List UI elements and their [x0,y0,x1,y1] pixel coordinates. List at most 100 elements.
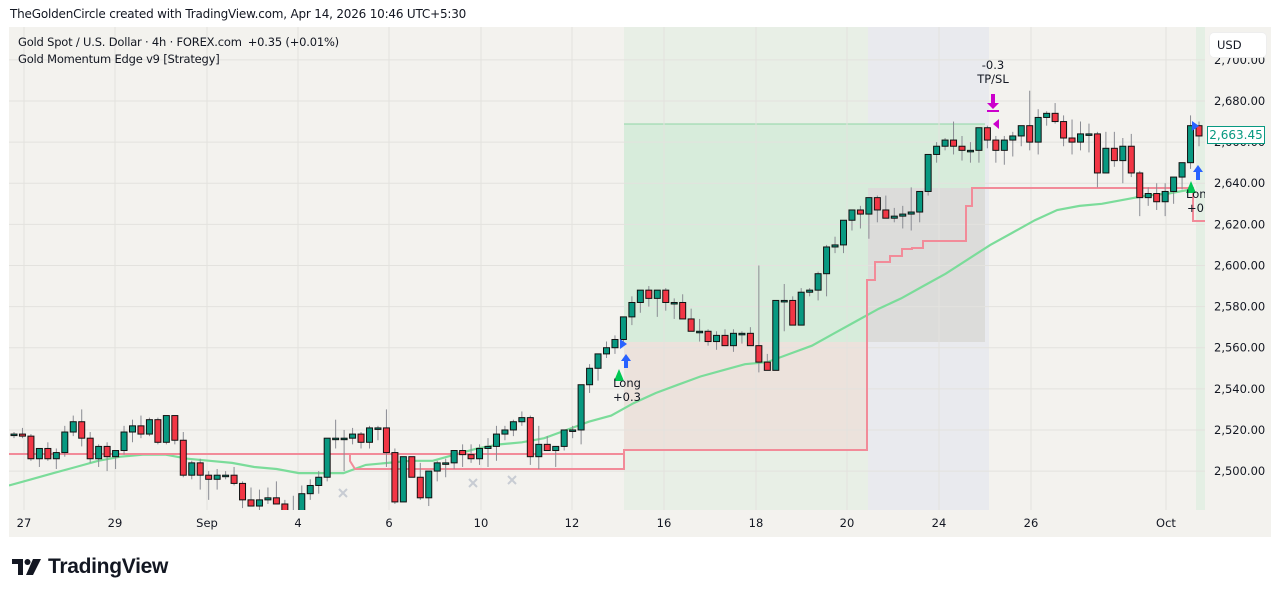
time-tick: 20 [840,516,855,530]
candle [1085,133,1093,136]
tradingview-logo[interactable]: TradingView [12,555,168,579]
candle [924,153,932,192]
currency-button[interactable]: USD [1210,33,1266,57]
candle [518,417,526,423]
price-tick: 2,540.00 [1214,382,1265,396]
symbol-name: Gold Spot / U.S. Dollar · 4h · FOREX.com [18,35,242,49]
trade-zone-band-3 [1196,27,1205,510]
candle [958,145,966,151]
price-tick: 2,620.00 [1214,217,1265,231]
trade-profit-long: +0.3 [613,390,641,404]
candle [86,437,94,460]
candle [433,462,441,472]
candle [315,476,323,486]
candle [1136,172,1144,199]
time-tick: 4 [294,516,301,530]
candle [662,289,670,303]
candle [374,427,382,430]
candle [137,425,145,435]
candle [586,367,594,386]
candle [264,497,272,501]
trailing-stop-line [9,187,1205,470]
symbol-line[interactable]: Gold Spot / U.S. Dollar · 4h · FOREX.com… [18,34,339,51]
candle [577,384,585,431]
candle [247,499,255,507]
candle [780,299,788,303]
price-axis[interactable]: 2,500.00 2,520.00 2,540.00 2,560.00 2,580.00… [1214,53,1265,478]
plot-area [9,27,1205,510]
candle [298,493,306,510]
time-tick: 24 [932,516,947,530]
candle [239,482,247,501]
price-tick: 2,520.00 [1214,423,1265,437]
candle [35,447,43,460]
time-tick: Sep [196,516,218,530]
candle [1017,125,1025,137]
candle [1060,121,1068,139]
candle [653,289,661,299]
candle [459,450,467,456]
candle [797,291,805,326]
time-tick: Oct [1156,516,1176,530]
candle [933,145,941,155]
grid [9,27,1205,510]
time-tick: 26 [1024,516,1039,530]
strategy-name[interactable]: Gold Momentum Edge v9 [Strategy] [18,52,220,66]
candle [95,445,103,460]
candle [196,462,204,476]
candle [306,484,314,495]
candle [1144,193,1152,199]
candle [154,419,162,443]
candle [865,197,873,215]
candle [222,474,230,478]
candle [983,127,991,141]
candle [340,437,348,441]
candle [789,299,797,326]
candle [763,361,771,371]
trade-label-long-2: Lon [1186,187,1207,201]
candle [509,421,517,431]
chart-credit: TheGoldenCircle created with TradingView… [10,7,467,21]
time-tick: 29 [108,516,123,530]
candle [1195,125,1203,137]
candle [670,301,678,305]
candle [628,301,636,318]
candle [323,437,331,478]
candle [738,332,746,336]
candle [349,433,357,439]
candle [18,433,26,437]
candle [1051,112,1059,123]
candle [679,301,687,320]
candle [594,353,602,369]
candle [272,497,280,505]
candle [129,425,136,433]
candle [950,139,958,147]
candle [636,289,644,303]
candle [755,345,763,363]
candle [145,419,153,435]
price-tick: 2,580.00 [1214,300,1265,314]
candle [1119,145,1127,162]
candle [103,445,111,458]
candle [1187,125,1195,164]
candle [27,435,35,460]
candle [399,456,407,503]
candle [890,215,898,219]
candle [1093,133,1101,174]
candle [476,447,484,460]
time-axis[interactable]: 27 29 Sep 4 6 10 12 16 18 20 24 26 Oct [17,516,1177,530]
trade-profit-exit: -0.3 [982,58,1004,72]
candle [467,454,475,460]
candle [1161,190,1169,203]
candle [78,421,86,439]
entry-flag-icon [620,339,627,349]
candle [814,273,822,291]
candle [382,427,390,454]
candle [179,439,187,476]
candle [1110,147,1118,162]
time-tick: 6 [385,516,392,530]
candle [162,415,170,443]
candle [687,318,695,332]
candle [569,429,577,432]
price-tick: 2,600.00 [1214,258,1265,272]
